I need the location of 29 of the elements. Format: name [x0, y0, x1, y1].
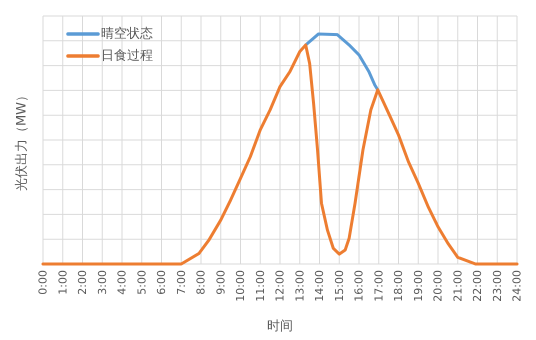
x-tick-label: 5:00	[135, 270, 148, 295]
x-tick-label: 4:00	[116, 270, 128, 295]
x-tick-label: 11:00	[254, 270, 267, 302]
x-tick-label: 9:00	[214, 270, 228, 295]
x-tick-label: 18:00	[392, 270, 405, 302]
x-tick-label: 10:00	[234, 270, 247, 302]
x-tick-label: 21:00	[451, 270, 464, 302]
x-tick-label: 15:00	[332, 270, 346, 302]
legend-label: 晴空状态	[101, 26, 153, 42]
legend-label: 日食过程	[101, 48, 153, 64]
x-tick-label: 13:00	[293, 270, 306, 302]
x-tick-label: 2:00	[76, 270, 89, 295]
x-tick-label: 1:00	[56, 270, 70, 295]
x-tick-label: 7:00	[174, 270, 188, 295]
x-tick-label: 0:00	[36, 270, 50, 295]
x-tick-label: 19:00	[412, 270, 425, 302]
x-tick-label: 12:00	[274, 270, 286, 302]
x-tick-label: 3:00	[96, 270, 109, 295]
x-tick-label: 20:00	[432, 270, 444, 302]
x-tick-label: 14:00	[313, 270, 326, 302]
x-tick-label: 23:00	[490, 270, 504, 302]
x-axis-title: 时间	[267, 319, 293, 334]
x-tick-label: 17:00	[372, 270, 386, 302]
x-tick-label: 6:00	[155, 270, 168, 295]
x-tick-label: 22:00	[471, 270, 484, 302]
y-axis-title: 光伏出力（MW）	[14, 88, 30, 192]
x-tick-label: 24:00	[510, 270, 524, 302]
x-tick-label: 8:00	[194, 270, 208, 295]
x-tick-label: 16:00	[352, 270, 366, 302]
